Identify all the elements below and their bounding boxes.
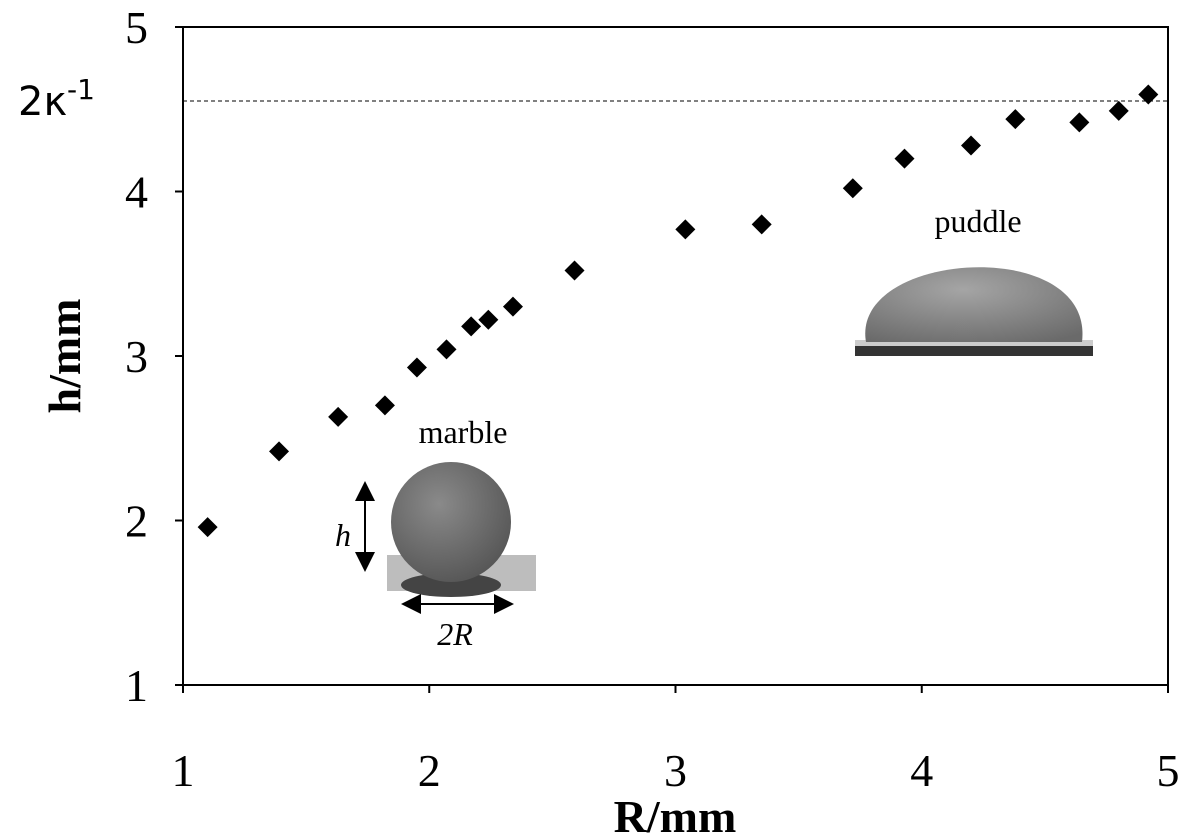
data-point — [461, 316, 481, 336]
data-point — [503, 297, 523, 317]
y-tick-label: 2 — [125, 496, 148, 547]
y-tick-label: 3 — [125, 331, 148, 382]
annotation: 2R — [437, 616, 473, 652]
x-axis-title: R/mm — [614, 791, 737, 839]
data-point — [328, 407, 348, 427]
puddle-image — [855, 267, 1093, 356]
data-point — [895, 149, 915, 169]
reference-label: 2κ-1 — [18, 73, 95, 125]
data-point — [436, 339, 456, 359]
data-point — [1109, 101, 1129, 121]
annotation: puddle — [934, 203, 1021, 239]
annotation: h — [335, 517, 351, 553]
data-point — [478, 310, 498, 330]
reference-label-main: 2κ — [18, 79, 67, 125]
data-point — [269, 441, 289, 461]
data-point — [198, 517, 218, 537]
reference-label-sup: -1 — [67, 73, 95, 106]
data-point — [675, 219, 695, 239]
y-tick-label: 4 — [125, 167, 148, 218]
y-tick-label: 5 — [125, 2, 148, 53]
data-point — [752, 214, 772, 234]
x-tick-label: 3 — [664, 745, 687, 796]
data-point — [407, 358, 427, 378]
data-point — [1138, 84, 1158, 104]
chart: marble puddle h 2R R/mm h/mm 2κ-1 1 2 3 4 5 1… — [0, 0, 1182, 839]
data-point — [843, 178, 863, 198]
x-tick-label: 1 — [172, 745, 195, 796]
data-point — [1069, 112, 1089, 132]
data-point — [961, 135, 981, 155]
annotation: marble — [419, 414, 508, 450]
x-tick-label: 2 — [418, 745, 441, 796]
y-tick-label: 1 — [125, 660, 148, 711]
x-tick-label: 5 — [1157, 745, 1180, 796]
marble-image — [387, 462, 536, 597]
x-tick-label: 4 — [910, 745, 933, 796]
y-axis-title: h/mm — [39, 299, 90, 414]
data-point — [565, 260, 585, 280]
data-point — [375, 395, 395, 415]
data-point — [1005, 109, 1025, 129]
